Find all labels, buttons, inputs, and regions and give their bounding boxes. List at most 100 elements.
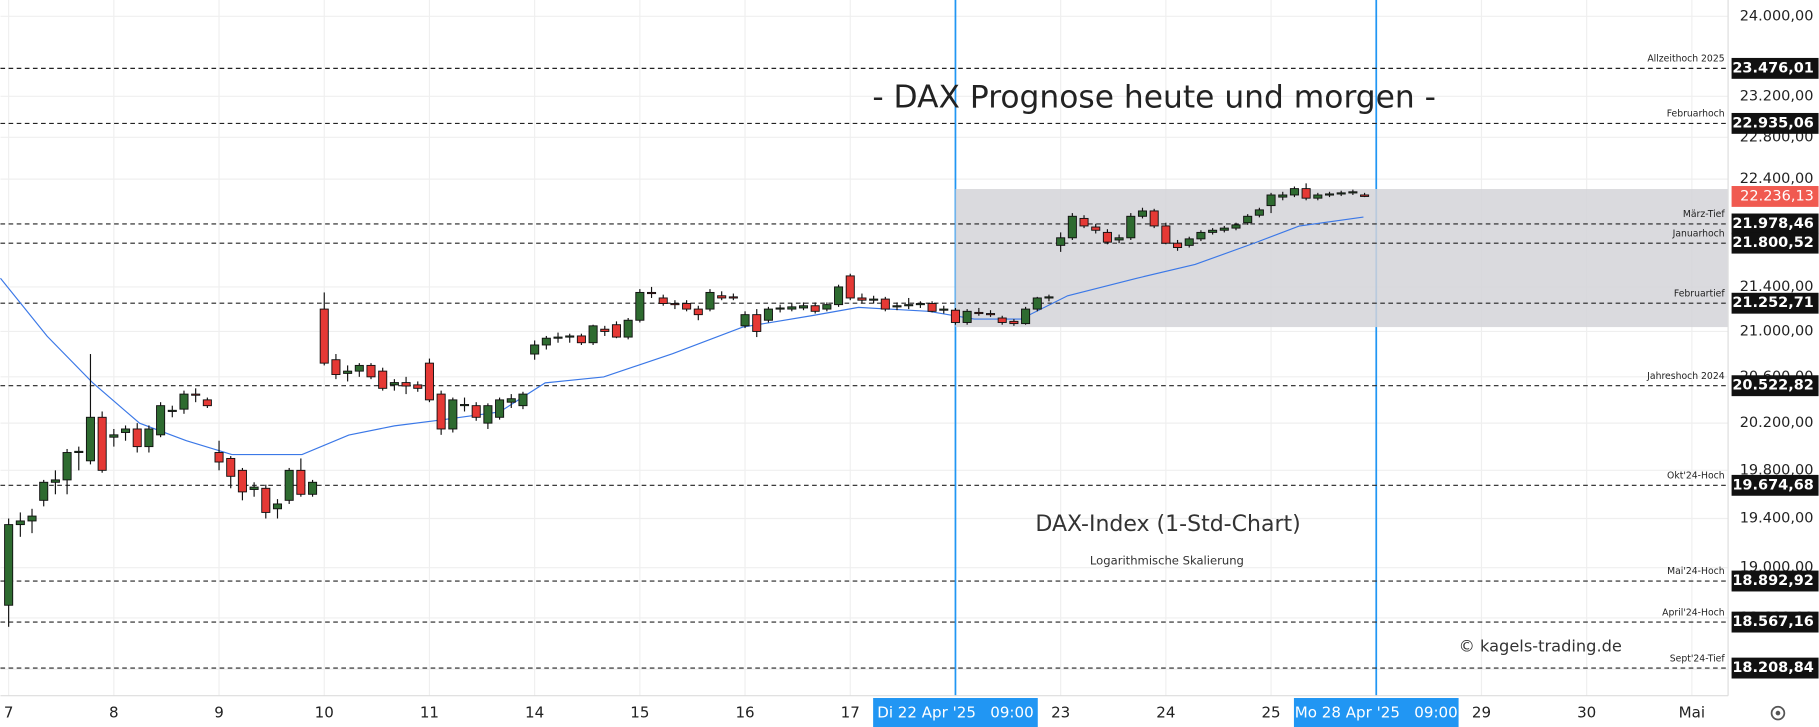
moving-average (0, 216, 1364, 456)
candle-body (682, 303, 692, 310)
candle-body (1161, 225, 1171, 244)
level-badge (1731, 375, 1819, 397)
candle-body (85, 416, 95, 462)
candle-body (1196, 231, 1206, 240)
candle-body (495, 399, 505, 418)
x-tick-label: 14 (525, 704, 544, 722)
candle-body (939, 308, 949, 311)
x-tick-label: 24 (1156, 704, 1175, 722)
x-tick-label: 10 (315, 704, 334, 722)
level-value: 23.476,01 (1732, 60, 1814, 76)
level-badge (1731, 570, 1819, 592)
candle-body (798, 305, 809, 309)
x-tick-label: Di 22 Apr '25 09:00 (877, 704, 1033, 722)
candle-body (366, 364, 376, 378)
annotation: Logarithmische Skalierung (1090, 554, 1244, 568)
x-tick-label: 11 (420, 704, 439, 722)
candle-body (541, 337, 551, 346)
candle-body (1114, 237, 1124, 241)
candle-body (869, 298, 879, 301)
candle-body (752, 314, 762, 332)
candle-body (1032, 297, 1042, 310)
candle-body (845, 275, 855, 299)
candle-body (1184, 238, 1194, 246)
x-tick-label: 25 (1261, 704, 1280, 722)
candle-body (1056, 237, 1066, 246)
settings-icon[interactable] (1770, 705, 1786, 721)
candle-body (530, 344, 540, 355)
candle-body (1137, 210, 1148, 217)
candle-body (1301, 188, 1311, 199)
candle-body (74, 450, 84, 453)
candle-body (1348, 191, 1358, 194)
candle-body (985, 313, 996, 316)
candle-body (319, 308, 329, 364)
candle-body (647, 291, 657, 295)
candle-body (249, 486, 259, 490)
candle-body (4, 524, 14, 606)
candle-body (401, 382, 411, 387)
level-name: März-Tief (1683, 209, 1725, 220)
candle-body (1021, 308, 1031, 325)
candle-body (62, 452, 72, 481)
candle-body (109, 434, 119, 438)
candle-body (611, 324, 621, 338)
gear-center[interactable] (1775, 710, 1781, 716)
candle-body (214, 452, 224, 463)
candle-body (600, 328, 610, 332)
candle-body (343, 370, 353, 374)
candle-body (635, 291, 645, 321)
gear[interactable] (1770, 705, 1786, 721)
candle-body (284, 469, 294, 501)
candle-body (1044, 296, 1054, 299)
candle-body (927, 303, 937, 312)
chart-subtitle: DAX-Index (1-Std-Chart) (1035, 512, 1300, 537)
candle-body (1231, 224, 1241, 229)
level-badge (1731, 474, 1819, 496)
x-tick-label: 17 (841, 704, 860, 722)
y-tick-label: 24.000,00 (1740, 8, 1814, 24)
candle-body (448, 399, 458, 430)
level-name: Allzeithoch 2025 (1647, 54, 1724, 65)
candle-body (354, 364, 364, 372)
level-name: Jahreshoch 2024 (1646, 371, 1725, 382)
candle-body (553, 336, 563, 339)
y-tick-label: 19.800,00 (1740, 462, 1814, 478)
candle-body (1067, 215, 1077, 239)
level-name: Sept'24-Tief (1670, 653, 1726, 664)
level-badge (1731, 657, 1819, 679)
candle-body (834, 286, 844, 306)
candle-body (1360, 194, 1370, 197)
candle-body (471, 405, 481, 418)
current-value: 22.236,13 (1740, 188, 1814, 204)
candle-body (822, 304, 832, 310)
level-badge (1731, 611, 1819, 633)
candle-body (27, 515, 37, 522)
candle-body (904, 304, 914, 307)
candle-body (459, 404, 470, 407)
candle-body (121, 428, 131, 433)
level-badge (1731, 213, 1819, 235)
price-zone (955, 189, 1729, 328)
candle-body (1278, 194, 1288, 198)
x-tick-label: 29 (1472, 704, 1491, 722)
level-name: Februartief (1674, 288, 1725, 299)
candle-body (378, 370, 388, 389)
level-name: Januarhoch (1672, 228, 1725, 239)
candle-body (962, 310, 972, 323)
candle-body (191, 393, 201, 396)
axes-layer: 24.000,0023.200,0022.800,0022.400,0021.4… (4, 8, 1819, 727)
candle-body (915, 303, 925, 306)
level-badge (1731, 57, 1819, 79)
levels-layer: Allzeithoch 2025 Februarhoch März-Tief Janu… (0, 54, 1729, 669)
level-badge (1731, 292, 1819, 314)
candle-body (1243, 215, 1253, 224)
candle-body (705, 291, 715, 310)
candle-body (132, 428, 142, 448)
candle-body (50, 479, 60, 483)
candle-body (331, 359, 341, 376)
candle-body (15, 520, 25, 526)
level-name: Februarhoch (1667, 109, 1725, 120)
candle-body (892, 305, 902, 308)
